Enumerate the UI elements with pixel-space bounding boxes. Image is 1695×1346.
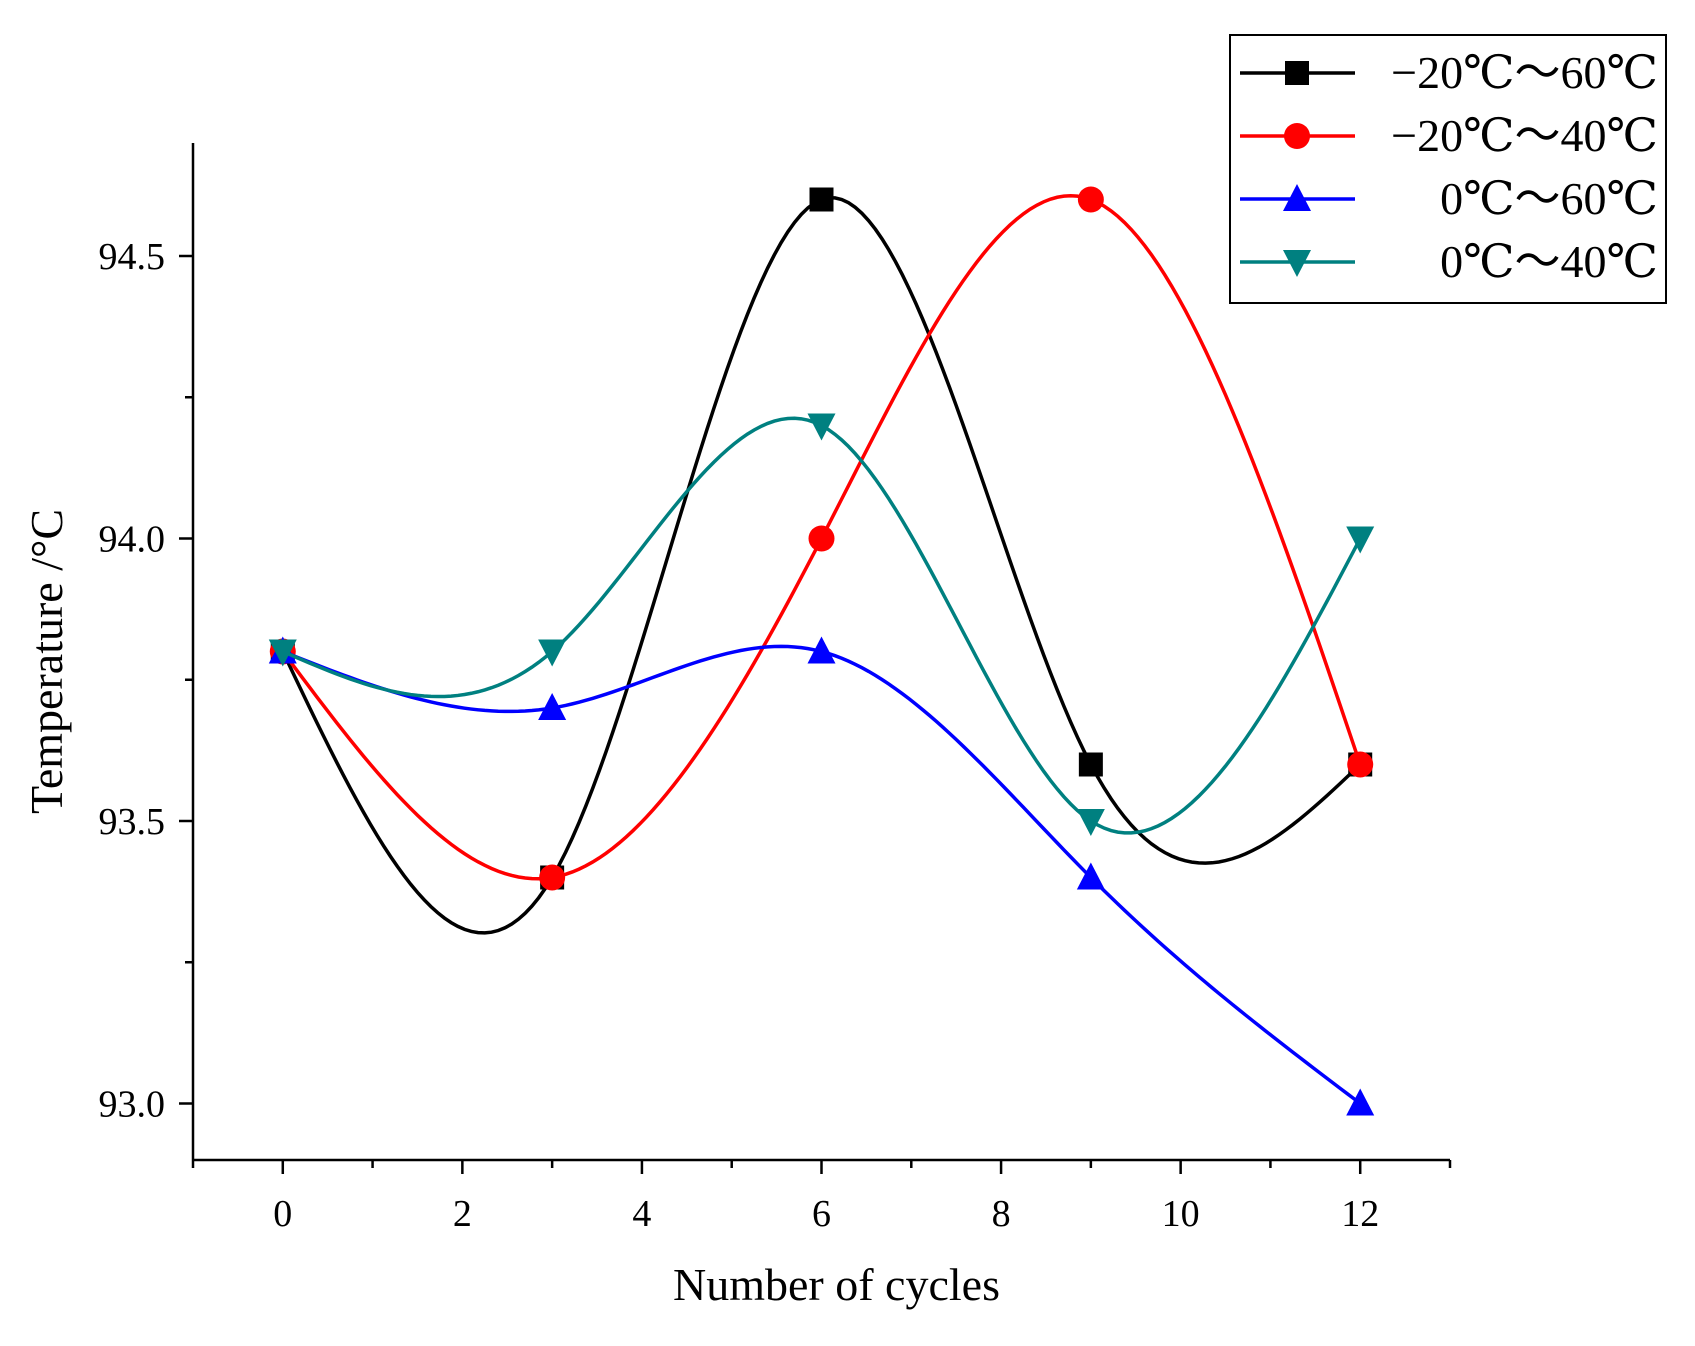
data-point (1077, 186, 1104, 213)
data-point (268, 639, 297, 667)
y-tick-label: 94.5 (99, 236, 166, 278)
x-tick-label: 0 (273, 1193, 292, 1235)
legend: −20℃～60℃ −20℃～40℃ 0℃～60℃ 0℃～40℃ (1229, 34, 1667, 304)
series-4 (268, 413, 1375, 836)
x-tick-label: 12 (1341, 1193, 1379, 1235)
legend-marker (1285, 61, 1309, 85)
x-tick-label: 8 (992, 1193, 1011, 1235)
data-point (807, 636, 836, 664)
ticks: 0 2 4 6 8 10 12 93.0 93.5 94.0 94.5 (99, 236, 1452, 1235)
legend-label: −20℃～60℃ (1391, 47, 1658, 98)
legend-item: 0℃～40℃ (1240, 236, 1658, 287)
x-tick-label: 6 (812, 1193, 831, 1235)
y-axis-title: Temperature /°C (21, 509, 72, 814)
y-tick-label: 93.5 (99, 801, 166, 843)
data-point (1076, 862, 1105, 890)
series-line (282, 644, 1362, 1105)
legend-item: −20℃～60℃ (1240, 47, 1658, 98)
series-line (282, 416, 1362, 835)
x-tick-label: 10 (1162, 1193, 1200, 1235)
data-point (1076, 809, 1105, 836)
legend-label: 0℃～40℃ (1440, 236, 1658, 287)
data-point (1346, 526, 1375, 554)
legend-marker (1283, 250, 1311, 277)
series-3 (268, 636, 1375, 1116)
x-tick-label: 4 (632, 1193, 651, 1235)
legend-item: 0℃～60℃ (1240, 173, 1658, 224)
data-point (1346, 1088, 1375, 1116)
data-point (808, 525, 835, 552)
data-point (538, 693, 567, 720)
y-tick-label: 93.0 (99, 1084, 166, 1126)
series (268, 186, 1375, 1116)
legend-marker (1283, 184, 1311, 211)
data-point (807, 413, 836, 441)
legend-label: −20℃～40℃ (1391, 110, 1658, 161)
x-tick-label: 2 (453, 1193, 472, 1235)
data-point (1347, 751, 1374, 778)
x-axis-title: Number of cycles (673, 1259, 1000, 1310)
data-point (538, 639, 567, 667)
series-1 (270, 187, 1373, 935)
data-point (809, 187, 834, 212)
legend-marker (1284, 123, 1310, 149)
data-point (1078, 752, 1103, 777)
legend-label: 0℃～60℃ (1440, 173, 1658, 224)
y-tick-label: 94.0 (99, 519, 166, 561)
data-point (539, 864, 566, 891)
legend-item: −20℃～40℃ (1240, 110, 1658, 161)
series-line (281, 196, 1362, 935)
